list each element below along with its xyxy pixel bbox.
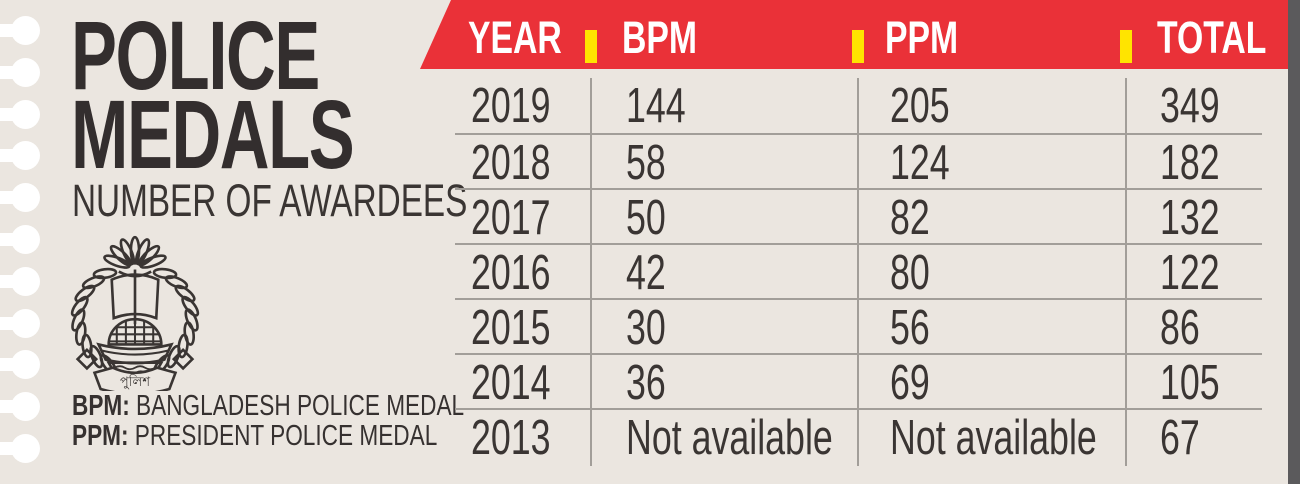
footnote-ppm: PPM: PRESIDENT POLICE MEDAL [72, 421, 575, 451]
cell-bpm: Not available [590, 410, 857, 466]
yellow-divider-icon [1120, 30, 1132, 63]
cell-bpm: 42 [590, 245, 857, 301]
bangladesh-police-emblem-icon: পুলিশ [70, 235, 200, 391]
yellow-divider-icon [852, 30, 864, 63]
binder-pin [0, 183, 40, 213]
cell-ppm: 82 [857, 190, 1125, 246]
cell-bpm: 36 [590, 355, 857, 411]
column-header-ppm: PPM [852, 6, 1125, 69]
page-subtitle: NUMBER OF AWARDEES [72, 175, 468, 226]
binder-pin [0, 141, 40, 171]
table-row: 2015 30 56 86 [455, 298, 1262, 356]
table-header-band: YEAR BPM PPM TOTAL [420, 0, 1300, 69]
yellow-divider-icon [585, 30, 597, 63]
table-row: 2013 Not available Not available 67 [455, 408, 1262, 466]
table-row: 2014 36 69 105 [455, 353, 1262, 411]
cell-year: 2018 [471, 136, 551, 190]
cell-total: 349 [1125, 78, 1262, 134]
binder-pin [0, 308, 40, 338]
footnote-ppm-abbr: PPM: [72, 420, 129, 452]
cell-year: 2017 [471, 191, 551, 245]
binder-pin [0, 350, 40, 380]
column-header-year: YEAR [468, 11, 562, 63]
cell-ppm: 56 [857, 300, 1125, 356]
table-row: 2017 50 82 132 [455, 188, 1262, 246]
cell-bpm: 144 [590, 78, 857, 134]
cell-ppm: 124 [857, 135, 1125, 191]
cell-year: 2013 [471, 411, 551, 465]
cell-ppm: Not available [857, 410, 1125, 466]
cell-ppm: 80 [857, 245, 1125, 301]
cell-year: 2014 [471, 356, 551, 410]
footnote-bpm: BPM: BANGLADESH POLICE MEDAL [72, 391, 575, 421]
cell-total: 182 [1125, 135, 1262, 191]
emblem-banner-text: পুলিশ [120, 374, 150, 390]
cell-year: 2019 [471, 79, 551, 133]
binder-pin [0, 434, 40, 463]
cell-bpm: 50 [590, 190, 857, 246]
cell-total: 105 [1125, 355, 1262, 411]
cell-total: 122 [1125, 245, 1262, 301]
cell-ppm: 69 [857, 355, 1125, 411]
cell-year: 2015 [471, 301, 551, 355]
binder-pin [0, 99, 40, 129]
page-edge-strip [1288, 0, 1300, 484]
cell-total: 67 [1125, 410, 1262, 466]
medals-table: 2019 144 205 349 2018 58 124 182 [455, 78, 1262, 466]
column-header-bpm: BPM [585, 6, 857, 69]
cell-bpm: 30 [590, 300, 857, 356]
cell-total: 132 [1125, 190, 1262, 246]
page-title-line2: MEDALS [71, 80, 355, 189]
column-header-total: TOTAL [1120, 6, 1266, 69]
footnote-ppm-text: PRESIDENT POLICE MEDAL [134, 420, 438, 452]
binder-pin [0, 16, 40, 45]
footnotes: BPM: BANGLADESH POLICE MEDAL PPM: PRESIDEN… [72, 391, 575, 451]
table-row: 2018 58 124 182 [455, 133, 1262, 191]
cell-bpm: 58 [590, 135, 857, 191]
binder-pin [0, 225, 40, 254]
table-row: 2019 144 205 349 [455, 78, 1262, 134]
footnote-bpm-abbr: BPM: [72, 390, 130, 422]
cell-ppm: 205 [857, 78, 1125, 134]
page-title-line1: POLICE [71, 1, 320, 110]
cell-total: 86 [1125, 300, 1262, 356]
binder-pin [0, 57, 40, 87]
binder-pin [0, 266, 40, 296]
cell-year: 2016 [471, 246, 551, 300]
binder-pin [0, 392, 40, 422]
table-row: 2016 42 80 122 [455, 243, 1262, 301]
footnote-bpm-text: BANGLADESH POLICE MEDAL [136, 390, 465, 422]
